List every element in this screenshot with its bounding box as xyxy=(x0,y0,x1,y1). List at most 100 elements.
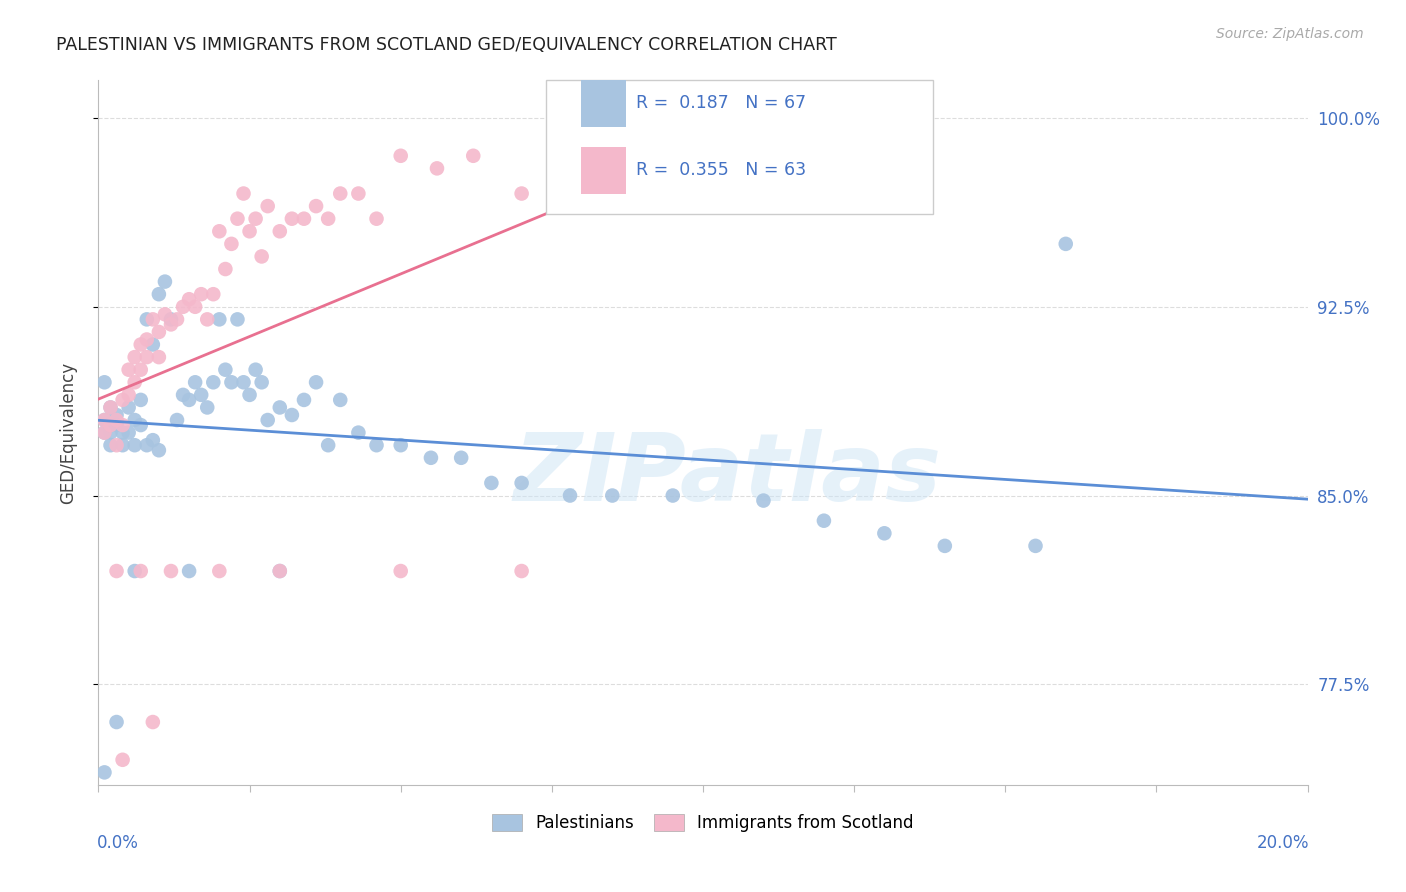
Point xyxy=(510,475,533,490)
Point xyxy=(100,401,122,415)
Point xyxy=(752,493,775,508)
Point xyxy=(813,174,835,188)
Point xyxy=(813,514,835,528)
Point xyxy=(426,161,449,176)
Point xyxy=(100,425,122,440)
Point xyxy=(129,392,152,407)
Point xyxy=(329,392,352,407)
Point xyxy=(111,438,134,452)
Point xyxy=(124,564,146,578)
Point xyxy=(239,224,262,238)
Point xyxy=(105,418,128,433)
Point xyxy=(135,350,157,364)
Point xyxy=(305,199,328,213)
Point xyxy=(202,287,225,301)
Point xyxy=(129,418,152,433)
Point xyxy=(221,236,243,251)
Point xyxy=(124,413,146,427)
Point xyxy=(142,337,165,351)
Point xyxy=(105,413,128,427)
Point xyxy=(250,376,273,390)
Point xyxy=(281,211,304,226)
Point xyxy=(366,211,388,226)
Point xyxy=(166,312,188,326)
Point xyxy=(752,186,775,201)
Y-axis label: GED/Equivalency: GED/Equivalency xyxy=(59,361,77,504)
Point xyxy=(135,438,157,452)
Point xyxy=(160,564,183,578)
Point xyxy=(389,438,412,452)
Point xyxy=(153,307,176,321)
Point xyxy=(873,526,896,541)
Point xyxy=(558,489,581,503)
Point xyxy=(105,408,128,422)
Point xyxy=(463,149,485,163)
Point xyxy=(129,337,152,351)
Point xyxy=(347,186,370,201)
Point xyxy=(208,224,231,238)
Point xyxy=(631,186,654,201)
Point xyxy=(214,362,236,376)
Point xyxy=(118,362,141,376)
Point xyxy=(195,312,218,326)
Point xyxy=(129,564,152,578)
Point xyxy=(329,186,352,201)
Point xyxy=(202,376,225,390)
Point xyxy=(118,425,141,440)
Point xyxy=(153,275,176,289)
Point xyxy=(239,388,262,402)
Point xyxy=(602,489,624,503)
Point xyxy=(316,438,339,452)
Point xyxy=(124,350,146,364)
Point xyxy=(142,714,165,729)
Point xyxy=(366,438,388,452)
Point xyxy=(129,362,152,376)
Point xyxy=(1054,236,1077,251)
Point xyxy=(148,287,170,301)
Point xyxy=(142,312,165,326)
Point xyxy=(179,564,201,578)
Point xyxy=(269,564,291,578)
Point xyxy=(184,376,207,390)
Point xyxy=(124,438,146,452)
Point xyxy=(389,564,412,578)
FancyBboxPatch shape xyxy=(546,80,932,214)
Point xyxy=(571,174,593,188)
Point xyxy=(135,312,157,326)
Point xyxy=(281,408,304,422)
Point xyxy=(256,199,278,213)
Text: Source: ZipAtlas.com: Source: ZipAtlas.com xyxy=(1216,27,1364,41)
Point xyxy=(420,450,443,465)
Point xyxy=(481,475,503,490)
Point xyxy=(226,211,249,226)
Point xyxy=(124,376,146,390)
Point xyxy=(190,388,212,402)
Point xyxy=(93,413,115,427)
Point xyxy=(111,418,134,433)
Point xyxy=(111,392,134,407)
Point xyxy=(93,425,115,440)
Text: 0.0%: 0.0% xyxy=(97,834,139,852)
Point xyxy=(245,362,267,376)
Point xyxy=(232,186,254,201)
Point xyxy=(135,333,157,347)
Text: R =  0.355   N = 63: R = 0.355 N = 63 xyxy=(637,161,807,179)
Point xyxy=(160,318,183,332)
Point xyxy=(661,489,683,503)
Point xyxy=(105,564,128,578)
Point xyxy=(179,392,201,407)
Point xyxy=(292,211,315,226)
Point xyxy=(100,401,122,415)
Text: R =  0.187   N = 67: R = 0.187 N = 67 xyxy=(637,95,807,112)
Legend: Palestinians, Immigrants from Scotland: Palestinians, Immigrants from Scotland xyxy=(484,805,922,840)
Point xyxy=(269,224,291,238)
Point xyxy=(256,413,278,427)
Text: ZIPatlas: ZIPatlas xyxy=(513,429,941,521)
Point xyxy=(93,765,115,780)
Point xyxy=(93,376,115,390)
Point xyxy=(190,287,212,301)
Point xyxy=(305,376,328,390)
FancyBboxPatch shape xyxy=(581,146,626,194)
Point xyxy=(111,425,134,440)
Point xyxy=(1024,539,1046,553)
